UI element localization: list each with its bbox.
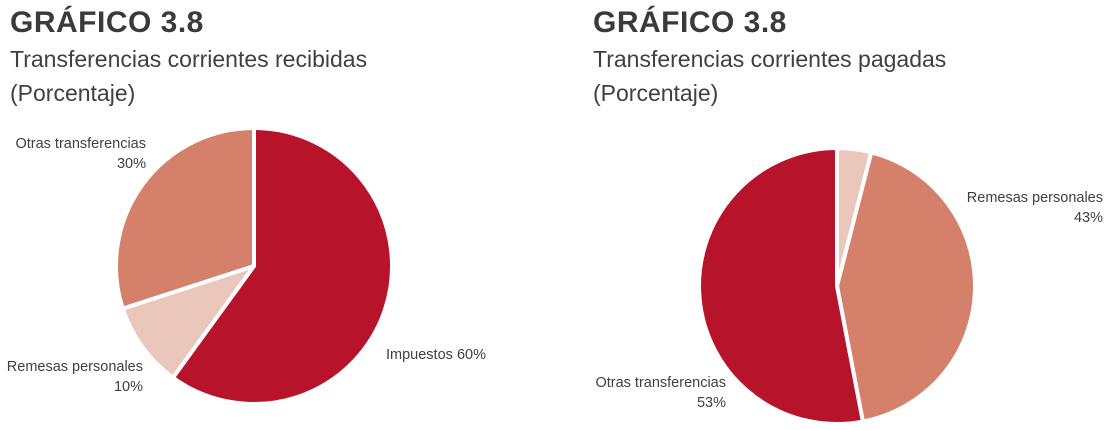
label-name: Impuestos xyxy=(386,347,453,363)
pie-slice-impuestos xyxy=(170,126,394,406)
label-value: 53% xyxy=(696,395,726,411)
label-value: 10% xyxy=(113,379,143,395)
label-name: Remesas personales xyxy=(6,359,143,375)
chart-panel-pagadas: GRÁFICO 3.8 Transferencias corrientes pa… xyxy=(554,0,1108,430)
chart-unit: (Porcentaje) xyxy=(593,80,719,106)
label-name: Otras transferencias xyxy=(15,136,146,152)
label-otras-transferencias: Otras transferencias 30% xyxy=(15,134,146,174)
pie-slice-remesas-personales xyxy=(835,150,977,424)
pie-chart-pagadas xyxy=(697,146,977,426)
pie-slice-otras-transferencias xyxy=(114,126,256,311)
chart-subtitle: Transferencias corrientes pagadas xyxy=(593,46,947,72)
chart-panel-recibidas: GRÁFICO 3.8 Transferencias corrientes re… xyxy=(7,6,486,406)
label-otras-transferencias: Otras transferencias 53% xyxy=(595,373,726,413)
label-remesas-personales: Remesas personales 43% xyxy=(967,188,1103,228)
pie-slice-otras-transferencias xyxy=(697,146,865,426)
chart-title: GRÁFICO 3.8 xyxy=(10,6,204,39)
label-impuestos: Impuestos 60% xyxy=(386,345,486,365)
label-value: 43% xyxy=(1073,210,1103,226)
label-remesas-personales: Remesas personales 10% xyxy=(7,357,143,397)
label-value: 30% xyxy=(116,156,146,172)
chart-unit: (Porcentaje) xyxy=(10,80,136,106)
label-name: Remesas personales xyxy=(966,190,1103,206)
chart-title: GRÁFICO 3.8 xyxy=(593,6,787,39)
label-value: 60% xyxy=(456,347,486,363)
label-name: Otras transferencias xyxy=(595,375,726,391)
chart-subtitle: Transferencias corrientes recibidas xyxy=(10,46,368,72)
pie-chart-recibidas xyxy=(114,126,394,406)
